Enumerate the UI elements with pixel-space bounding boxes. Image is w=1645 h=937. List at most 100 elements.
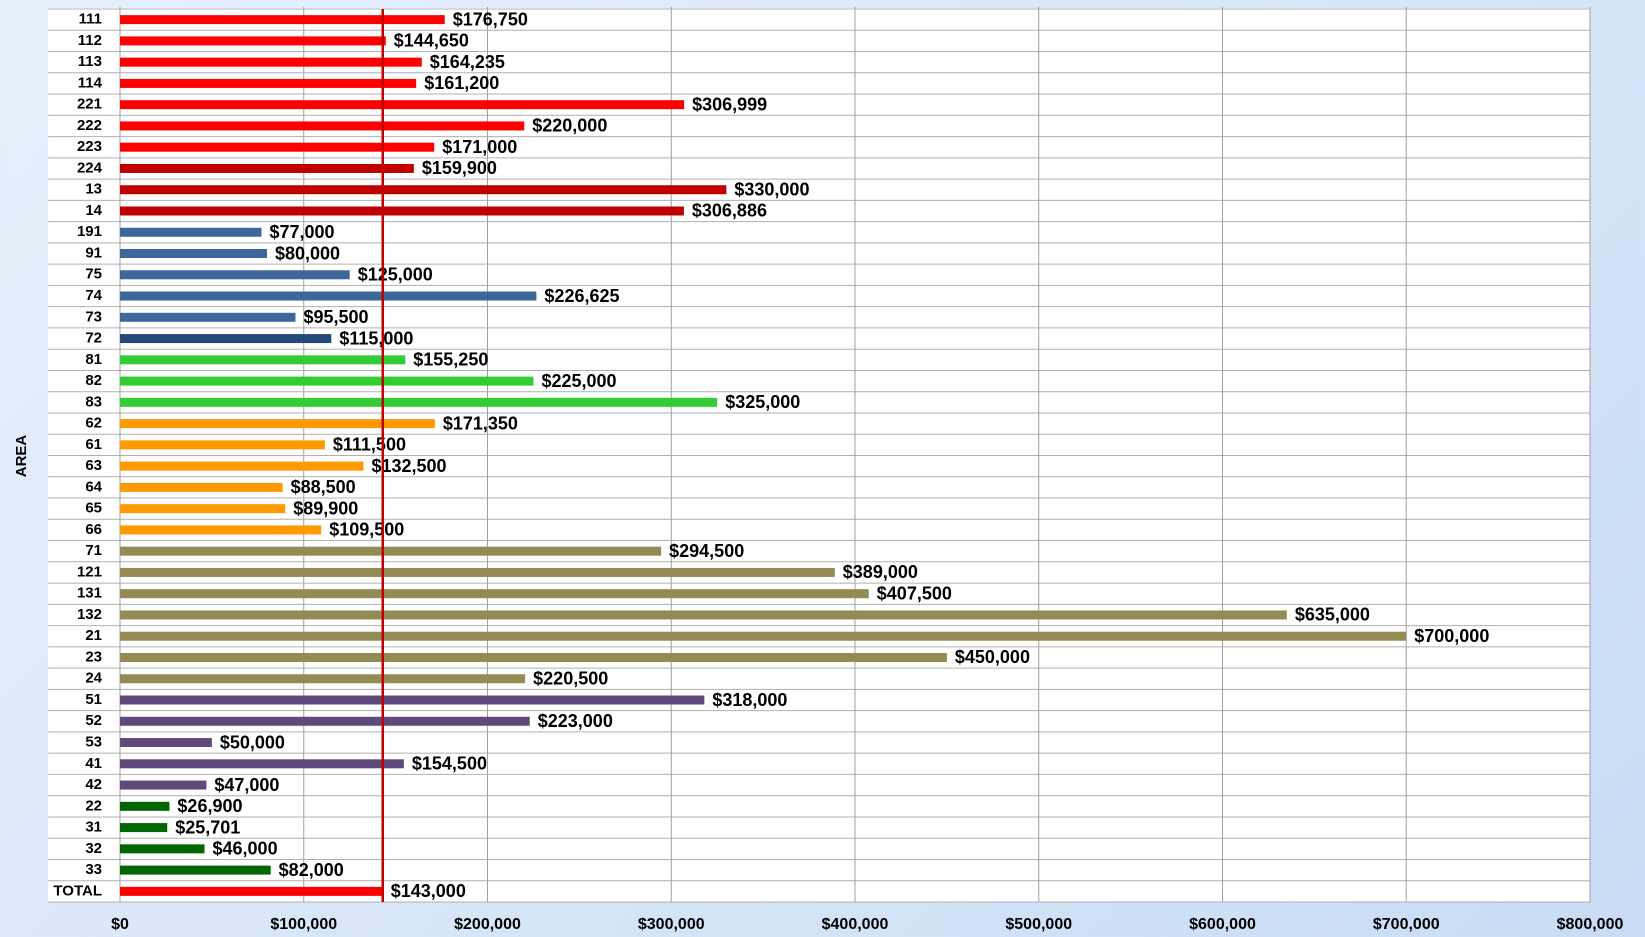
bar xyxy=(120,546,662,556)
y-tick-label: 32 xyxy=(85,840,102,857)
y-tick-label: 111 xyxy=(79,11,102,28)
y-tick-label: 21 xyxy=(85,627,102,644)
data-label: $306,886 xyxy=(692,201,767,221)
y-tick-label: 114 xyxy=(78,74,103,91)
y-tick-label: 63 xyxy=(85,457,102,474)
y-tick-label: 53 xyxy=(85,734,102,751)
data-label: $223,000 xyxy=(538,711,613,731)
data-label: $225,000 xyxy=(541,371,616,391)
bar xyxy=(120,801,170,811)
data-label: $330,000 xyxy=(734,179,809,199)
x-tick-label: $800,000 xyxy=(1557,916,1624,933)
bar xyxy=(120,185,727,195)
y-tick-label: 13 xyxy=(85,181,102,198)
data-label: $143,000 xyxy=(391,881,466,901)
data-label: $389,000 xyxy=(843,562,918,582)
data-label: $450,000 xyxy=(955,647,1030,667)
bar xyxy=(120,36,386,46)
data-label: $318,000 xyxy=(712,690,787,710)
bar xyxy=(120,567,835,577)
y-tick-label: 71 xyxy=(85,542,102,559)
y-tick-label: 191 xyxy=(77,223,102,240)
y-tick-label: 81 xyxy=(85,351,102,368)
data-label: $700,000 xyxy=(1414,626,1489,646)
data-label: $82,000 xyxy=(279,860,344,880)
bar xyxy=(120,78,417,88)
data-label: $154,500 xyxy=(412,754,487,774)
y-tick-label: 23 xyxy=(85,648,102,665)
data-label: $220,500 xyxy=(533,669,608,689)
y-tick-label: 83 xyxy=(85,393,102,410)
bar xyxy=(120,652,947,662)
data-label: $635,000 xyxy=(1295,605,1370,625)
bar xyxy=(120,334,332,344)
bar xyxy=(120,376,534,386)
bar xyxy=(120,270,350,280)
y-tick-label: 72 xyxy=(85,330,102,347)
bar xyxy=(120,163,414,173)
data-label: $95,500 xyxy=(303,307,368,327)
bar xyxy=(120,440,325,450)
data-label: $50,000 xyxy=(220,732,285,752)
data-label: $111,500 xyxy=(333,435,406,455)
y-tick-label: 22 xyxy=(85,797,102,814)
data-label: $171,000 xyxy=(442,137,517,157)
data-label: $109,500 xyxy=(329,520,404,540)
bar xyxy=(120,291,537,301)
y-tick-label: 112 xyxy=(78,32,102,49)
bar xyxy=(120,886,383,896)
data-label: $220,000 xyxy=(532,116,607,136)
y-tick-label: 31 xyxy=(85,819,102,836)
data-label: $226,625 xyxy=(544,286,619,306)
data-label: $164,235 xyxy=(430,52,505,72)
data-label: $171,350 xyxy=(443,413,518,433)
y-tick-label: 24 xyxy=(85,670,102,687)
bar xyxy=(120,206,684,216)
y-axis-title: AREA xyxy=(13,435,30,478)
bar xyxy=(120,844,205,854)
x-tick-label: $700,000 xyxy=(1373,916,1440,933)
bar xyxy=(120,249,267,259)
y-tick-label: 14 xyxy=(85,202,102,219)
bar xyxy=(120,100,685,110)
bar xyxy=(120,142,435,152)
bar xyxy=(120,525,322,535)
y-tick-label: 74 xyxy=(85,287,102,304)
y-tick-label: 113 xyxy=(78,53,102,70)
y-tick-label: 41 xyxy=(85,755,102,772)
data-label: $294,500 xyxy=(669,541,744,561)
bar xyxy=(120,865,271,875)
data-label: $77,000 xyxy=(269,222,334,242)
y-tick-label: 64 xyxy=(85,478,102,495)
bar xyxy=(120,589,869,599)
x-tick-label: $500,000 xyxy=(1005,916,1072,933)
y-tick-label: 222 xyxy=(77,117,102,134)
data-label: $144,650 xyxy=(394,31,469,51)
y-tick-label: 61 xyxy=(85,436,102,453)
bar xyxy=(120,419,435,429)
data-label: $47,000 xyxy=(214,775,279,795)
bar xyxy=(120,716,530,726)
y-tick-label: TOTAL xyxy=(53,882,102,899)
data-label: $407,500 xyxy=(877,583,952,603)
y-tick-label: 52 xyxy=(85,712,102,729)
bar xyxy=(120,674,526,684)
data-label: $46,000 xyxy=(213,839,278,859)
y-tick-label: 33 xyxy=(85,861,102,878)
y-tick-label: 66 xyxy=(85,521,102,538)
y-tick-label: 121 xyxy=(77,563,102,580)
y-tick-label: 131 xyxy=(77,585,102,602)
y-tick-label: 42 xyxy=(85,776,102,793)
y-tick-label: 73 xyxy=(85,308,102,325)
data-label: $26,900 xyxy=(177,796,242,816)
bar xyxy=(120,610,1287,620)
bar xyxy=(120,312,296,322)
data-label: $176,750 xyxy=(453,9,528,29)
y-tick-label: 65 xyxy=(85,500,102,517)
y-tick-label: 132 xyxy=(77,606,102,623)
data-label: $115,000 xyxy=(339,328,413,348)
bar xyxy=(120,738,212,748)
data-label: $132,500 xyxy=(371,456,446,476)
y-tick-label: 75 xyxy=(85,266,102,283)
data-label: $80,000 xyxy=(275,243,340,263)
